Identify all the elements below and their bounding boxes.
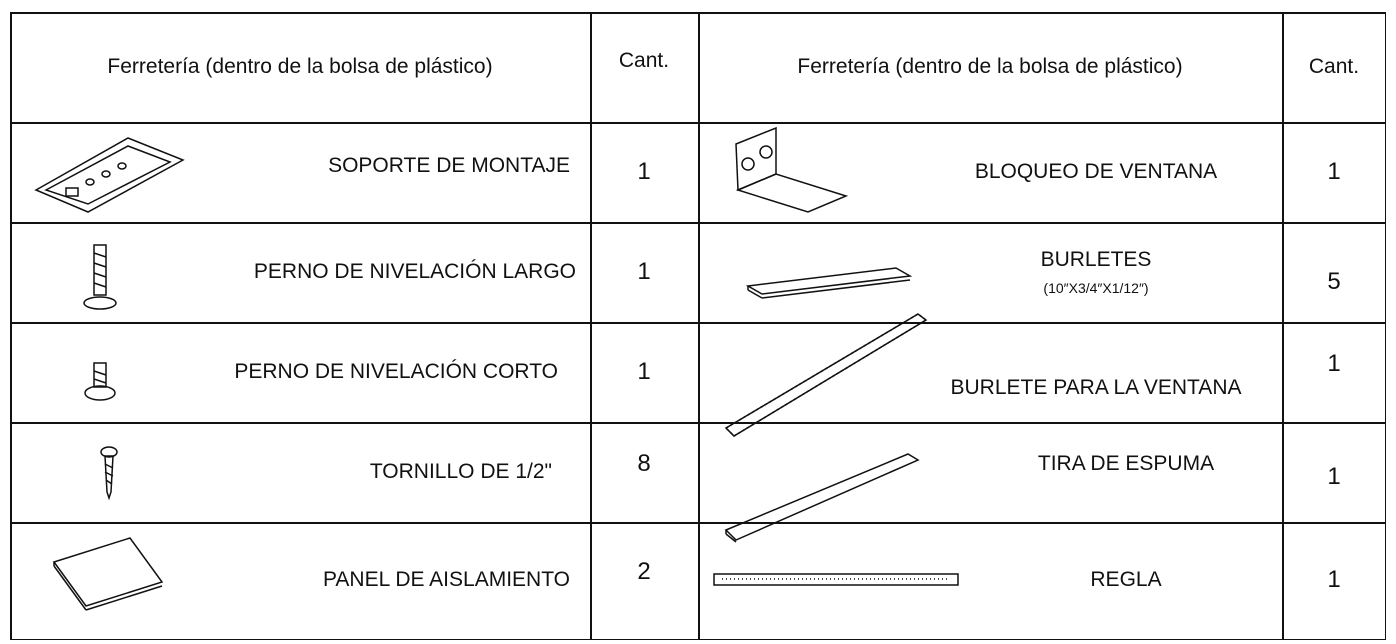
screw-icon (100, 446, 118, 501)
quantity: 1 (637, 158, 651, 185)
header-cell: Ferretería (dentro de la bolsa de plásti… (107, 55, 493, 78)
col-line (590, 12, 592, 640)
item-name: TIRA DE ESPUMA (1037, 452, 1215, 475)
col-line (1282, 12, 1284, 640)
item-name: BURLETES (1040, 248, 1152, 271)
bracket-icon (34, 137, 185, 213)
item-stack: BURLETES (10″X3/4″X1/12″) (910, 248, 1282, 296)
col-line (698, 12, 700, 640)
window-seal-icon (724, 313, 928, 437)
quantity: 1 (1327, 350, 1341, 377)
quantity: 5 (1327, 268, 1341, 295)
quantity: 1 (1327, 463, 1341, 490)
item-name: TORNILLO DE 1/2" (369, 460, 552, 483)
item-name: PERNO DE NIVELACIÓN LARGO (253, 260, 576, 283)
long-bolt-icon (83, 244, 117, 310)
item-cell: BURLETES (10″X3/4″X1/12″) (910, 222, 1282, 322)
item-name: BURLETE PARA LA VENTANA (950, 376, 1242, 399)
foam-strip-icon (724, 453, 920, 543)
panel-icon (52, 537, 164, 611)
header-cell: Cant. (1308, 55, 1360, 78)
header-cell: Cant. (618, 49, 670, 72)
quantity: 2 (637, 558, 651, 585)
short-bolt-icon (84, 362, 116, 401)
item-name: PERNO DE NIVELACIÓN CORTO (234, 360, 558, 383)
item-name: SOPORTE DE MONTAJE (328, 154, 570, 177)
ruler-icon (713, 573, 959, 586)
item-size: (10″X3/4″X1/12″) (1043, 280, 1149, 296)
item-name: REGLA (1090, 568, 1162, 591)
item-name: PANEL DE AISLAMIENTO (322, 568, 570, 591)
quantity: 1 (637, 358, 651, 385)
border (10, 12, 12, 640)
border (1384, 12, 1386, 640)
hardware-table: Ferretería (dentro de la bolsa de plásti… (10, 12, 1386, 640)
quantity: 1 (1327, 566, 1341, 593)
quantity: 1 (1327, 158, 1341, 185)
header-cell: Ferretería (dentro de la bolsa de plásti… (797, 55, 1183, 78)
window-lock-icon (735, 126, 849, 213)
weatherstrip-icon (746, 267, 913, 299)
quantity: 8 (637, 450, 651, 477)
quantity: 1 (637, 258, 651, 285)
item-name: BLOQUEO DE VENTANA (974, 160, 1218, 183)
